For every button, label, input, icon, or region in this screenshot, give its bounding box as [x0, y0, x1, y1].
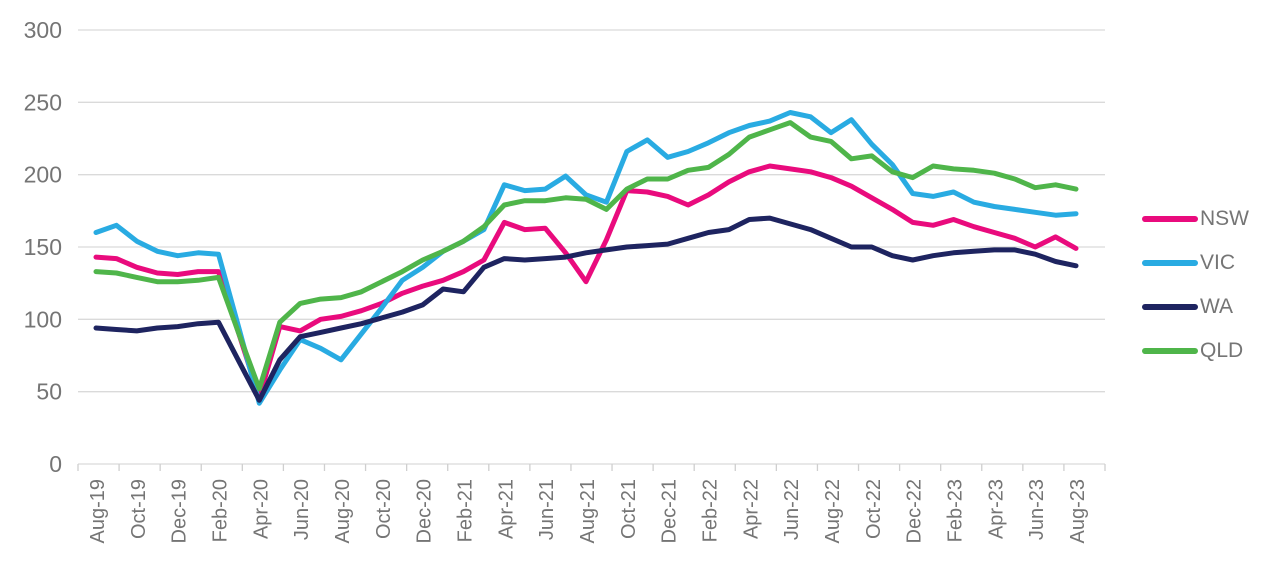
- series-line-vic: [93, 110, 1079, 406]
- legend-item-vic: VIC: [1142, 250, 1249, 276]
- x-axis-ticks: [77, 464, 1106, 471]
- x-tick-label: Feb-20: [210, 479, 232, 542]
- x-tick-label: Apr-21: [495, 479, 517, 539]
- y-tick-label: 150: [24, 234, 62, 260]
- y-tick-label: 0: [49, 451, 62, 477]
- gridlines: [78, 29, 1105, 465]
- x-tick-label: Aug-20: [332, 479, 354, 544]
- legend-label: QLD: [1200, 339, 1244, 362]
- x-tick-label: Feb-22: [700, 479, 722, 542]
- x-tick-label: Jun-21: [536, 479, 558, 540]
- x-tick-label: Oct-22: [863, 479, 885, 539]
- x-tick-label: Feb-23: [945, 479, 967, 542]
- x-tick-label: Jun-23: [1026, 479, 1048, 540]
- legend-item-qld: QLD: [1142, 338, 1249, 364]
- x-axis-labels: Aug-19 Oct-19 Dec-19 Feb-20 Apr-20 Jun-20 Aug-…: [87, 479, 1089, 544]
- chart-legend: NSW VIC WA QLD: [1142, 206, 1249, 382]
- x-tick-label: Jun-20: [291, 479, 313, 540]
- y-axis-labels: 0 50 100 150 200 250 300: [24, 17, 62, 477]
- legend-swatch-vic: [1142, 260, 1198, 266]
- legend-label: WA: [1200, 295, 1234, 318]
- x-tick-label: Aug-23: [1067, 479, 1089, 544]
- legend-item-wa: WA: [1142, 294, 1249, 320]
- series-lines: [93, 110, 1079, 406]
- x-tick-label: Oct-19: [128, 479, 150, 539]
- series-line-qld: [93, 120, 1079, 392]
- y-tick-label: 200: [24, 162, 62, 188]
- x-tick-label: Jun-22: [781, 479, 803, 540]
- x-tick-label: Aug-22: [822, 479, 844, 544]
- legend-swatch-qld: [1142, 348, 1198, 354]
- legend-swatch-wa: [1142, 304, 1198, 310]
- x-tick-label: Aug-19: [87, 479, 109, 544]
- x-tick-label: Dec-20: [414, 479, 436, 543]
- legend-item-nsw: NSW: [1142, 206, 1249, 232]
- x-tick-label: Oct-21: [618, 479, 640, 539]
- y-tick-label: 300: [24, 17, 62, 43]
- series-line-wa: [93, 215, 1079, 403]
- x-tick-label: Dec-21: [659, 479, 681, 543]
- legend-label: NSW: [1200, 207, 1249, 230]
- x-tick-label: Apr-22: [740, 479, 762, 539]
- x-tick-label: Aug-21: [577, 479, 599, 544]
- x-tick-label: Oct-20: [373, 479, 395, 539]
- x-tick-label: Dec-19: [169, 479, 191, 543]
- legend-swatch-nsw: [1142, 216, 1198, 222]
- y-tick-label: 100: [24, 306, 62, 332]
- x-tick-label: Feb-21: [455, 479, 477, 542]
- y-tick-label: 250: [24, 89, 62, 115]
- x-tick-label: Dec-22: [904, 479, 926, 543]
- legend-label: VIC: [1200, 251, 1236, 274]
- x-tick-label: Apr-23: [985, 479, 1007, 539]
- y-tick-label: 50: [36, 379, 62, 405]
- x-tick-label: Apr-20: [250, 479, 272, 539]
